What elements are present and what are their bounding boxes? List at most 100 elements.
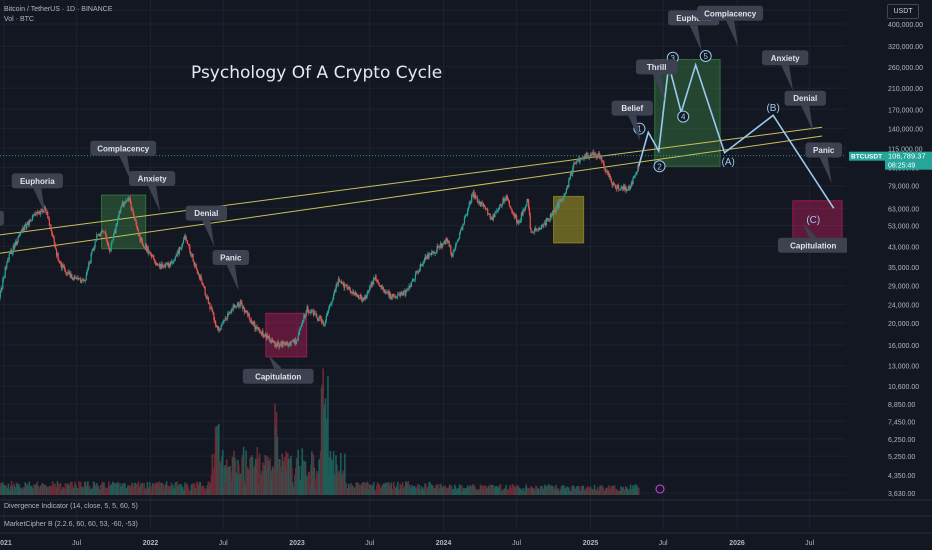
volume-legend[interactable]: Vol · BTC: [4, 16, 34, 23]
volume-bar: [577, 485, 580, 495]
volume-bar: [481, 485, 483, 495]
volume-bar: [29, 490, 31, 495]
candle-body: [38, 211, 40, 213]
candle-body: [541, 225, 543, 227]
candle-body: [72, 277, 74, 280]
volume-bar: [269, 458, 271, 495]
divergence-indicator-legend[interactable]: Divergence Indicator (14, close, 5, 5, 6…: [4, 503, 138, 510]
candle-body: [204, 286, 206, 295]
volume-bar: [576, 490, 579, 495]
candle-body: [261, 330, 263, 335]
candle-body: [588, 156, 590, 158]
volume-bar: [249, 458, 251, 495]
candle-body: [581, 157, 583, 159]
volume-bar: [185, 483, 188, 495]
volume-bar: [223, 466, 226, 495]
candle-body: [359, 295, 361, 299]
currency-button[interactable]: USDT: [887, 4, 919, 19]
volume-bar: [358, 489, 361, 495]
volume-bar: [486, 489, 489, 495]
volume-bar: [498, 485, 501, 495]
volume-bar: [138, 487, 141, 495]
volume-bar: [252, 487, 255, 495]
price-badge-countdown: 08:25:49: [888, 163, 915, 170]
volume-bar: [180, 483, 182, 495]
volume-bar: [321, 384, 324, 495]
volume-bar: [341, 474, 344, 495]
volume-bar: [287, 453, 289, 495]
volume-bar: [239, 473, 242, 495]
candle-body: [360, 295, 362, 297]
volume-bar: [588, 487, 591, 495]
volume-bar: [594, 488, 597, 495]
marketcipher-indicator-legend[interactable]: MarketCipher B (2.2.6, 60, 60, 53, -60, …: [4, 521, 138, 528]
candle-body: [501, 203, 503, 206]
volume-bar: [417, 484, 419, 495]
volume-bar: [170, 482, 173, 495]
candle-body: [429, 254, 431, 255]
candle-body: [72, 279, 75, 281]
volume-bar: [227, 466, 230, 495]
candle-body: [85, 274, 87, 281]
callout-tail: [801, 105, 814, 132]
volume-bar: [6, 489, 8, 495]
candle-body: [10, 250, 12, 253]
candle-body: [115, 224, 117, 233]
volume-bar: [553, 490, 556, 495]
candle-body: [17, 237, 19, 243]
candle-body: [521, 212, 523, 216]
volume-bar: [323, 404, 326, 495]
volume-bar: [488, 489, 491, 495]
candle-body: [182, 239, 185, 244]
volume-bar: [51, 481, 54, 495]
candle-body: [353, 293, 356, 296]
wave-label-text: 2: [657, 162, 662, 171]
volume-bar: [262, 462, 264, 495]
candle-body: [628, 186, 630, 188]
candle-body: [585, 152, 588, 158]
callout-tail: [781, 65, 794, 92]
volume-bar: [544, 490, 547, 495]
volume-bar: [496, 485, 499, 495]
candle-body: [278, 344, 280, 348]
volume-bar: [313, 467, 316, 495]
volume-bar: [17, 487, 19, 495]
candle-body: [538, 227, 540, 229]
candle-body: [350, 292, 352, 293]
candle-body: [42, 208, 44, 212]
candle-body: [180, 248, 182, 250]
volume-bar: [146, 482, 149, 495]
candle-body: [591, 154, 593, 156]
volume-bar: [34, 484, 37, 495]
volume-bar: [140, 490, 143, 495]
candle-body: [202, 283, 204, 286]
volume-bar: [401, 482, 404, 495]
price-tick-label: 79,000.00: [888, 184, 919, 191]
volume-bar: [95, 490, 97, 495]
volume-bar: [160, 482, 163, 495]
candle-body: [11, 252, 14, 254]
candle-body: [189, 246, 191, 253]
volume-bar: [205, 489, 208, 495]
symbol-info[interactable]: Bitcoin / TetherUS · 1D · BINANCE: [4, 6, 113, 13]
candle-body: [564, 193, 567, 194]
candle-body: [631, 182, 633, 185]
volume-bar: [394, 490, 397, 495]
candle-body: [262, 330, 264, 336]
candle-body: [471, 194, 473, 203]
candle-body: [88, 263, 91, 264]
price-tick-label: 320,000.00: [888, 44, 923, 51]
candle-body: [104, 231, 106, 233]
candle-body: [624, 186, 626, 190]
volume-bar: [197, 484, 199, 495]
candle-body: [557, 202, 559, 208]
candle-body: [267, 335, 269, 339]
volume-bar: [164, 486, 166, 495]
candle-body: [186, 240, 189, 244]
volume-bar: [421, 487, 424, 495]
volume-bar: [536, 488, 539, 495]
candle-body: [16, 242, 18, 245]
candle-body: [385, 292, 387, 294]
candle-body: [619, 189, 621, 190]
